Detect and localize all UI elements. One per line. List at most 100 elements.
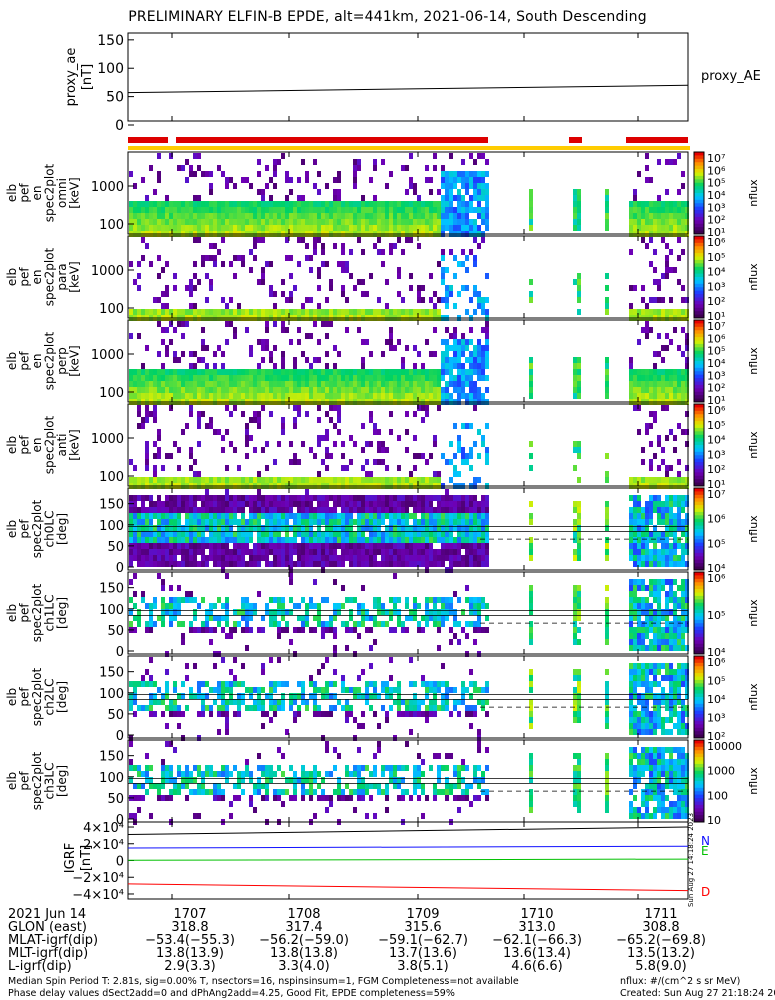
spectrogram-cell: [421, 201, 425, 207]
spectrogram-cell: [665, 465, 669, 471]
spectrogram-cell: [193, 369, 197, 375]
spectrogram-cell: [577, 453, 581, 459]
spectrogram-cell: [221, 477, 225, 483]
spectrogram-cell: [273, 549, 277, 555]
spectrogram-cell: [261, 369, 265, 375]
spectrogram-cell: [577, 477, 581, 483]
spectrogram-cell: [217, 375, 221, 381]
spectrogram-cell: [661, 357, 665, 363]
spectrogram-cell: [457, 549, 461, 555]
spectrogram-cell: [333, 375, 337, 381]
spectrogram-cell: [685, 345, 689, 351]
spectrogram-cell: [205, 555, 209, 561]
spectrogram-cell: [449, 507, 453, 513]
spectrogram-cell: [353, 627, 357, 633]
spectrogram-cell: [477, 171, 481, 177]
spectrogram-cell: [233, 273, 237, 279]
spectrogram-cell: [413, 213, 417, 219]
spectrogram-cell: [373, 195, 377, 201]
spectrogram-cell: [397, 549, 401, 555]
spectrogram-cell: [633, 549, 637, 555]
spectrogram-cell: [269, 411, 273, 417]
spectrogram-cell: [269, 495, 273, 501]
spectrogram-cell: [529, 387, 533, 393]
spectrogram-cell: [653, 297, 657, 303]
spectrogram-cell: [465, 585, 469, 591]
spectrogram-cell: [325, 333, 329, 339]
spectrogram-cell: [373, 537, 377, 543]
colorbar-swatch: [694, 256, 704, 261]
spectrogram-cell: [301, 501, 305, 507]
spectrogram-cell: [173, 543, 177, 549]
spectrogram-cell: [301, 237, 305, 243]
spectrogram-cell: [293, 387, 297, 393]
spectrogram-cell: [129, 609, 133, 615]
spectrogram-cell: [137, 207, 141, 213]
spectrogram-cell: [373, 513, 377, 519]
spectrogram-cell: [289, 579, 293, 585]
spectrogram-cell: [369, 213, 373, 219]
spectrogram-cell: [129, 537, 133, 543]
spectrogram-cell: [665, 393, 669, 399]
spectrogram-cell: [133, 525, 137, 531]
spectrogram-cell: [157, 435, 161, 441]
spectrogram-cell: [449, 561, 453, 567]
spectrogram-cell: [673, 645, 677, 651]
spectrogram-cell: [449, 195, 453, 201]
spectrogram-cell: [393, 531, 397, 537]
spectrogram-cell: [381, 213, 385, 219]
spectrogram-cell: [305, 621, 309, 627]
spectrogram-cell: [329, 621, 333, 627]
spectrogram-cell: [397, 699, 401, 705]
spectrogram-cell: [281, 387, 285, 393]
spectrogram-cell: [129, 621, 133, 627]
spectrogram-cell: [657, 285, 661, 291]
spectrogram-cell: [669, 249, 673, 255]
spectrogram-cell: [197, 687, 201, 693]
spectrogram-cell: [457, 501, 461, 507]
spectrogram-cell: [453, 327, 457, 333]
spectrogram-cell: [457, 387, 461, 393]
spectrogram-cell: [657, 549, 661, 555]
spectrogram-cell: [465, 213, 469, 219]
spectrogram-cell: [233, 495, 237, 501]
spectrogram-cell: [333, 555, 337, 561]
spectrogram-cell: [301, 525, 305, 531]
spectrogram-cell: [157, 273, 161, 279]
spectrogram-cell: [677, 423, 681, 429]
spectrogram-cell: [205, 345, 209, 351]
spectrogram-cell: [529, 369, 533, 375]
spectrogram-cell: [461, 381, 465, 387]
spectrogram-cell: [149, 507, 153, 513]
spectrogram-cell: [277, 603, 281, 609]
spectrogram-cell: [349, 495, 353, 501]
spectrogram-cell: [249, 219, 253, 225]
spectrogram-cell: [633, 387, 637, 393]
spectrogram-cell: [677, 615, 681, 621]
spectrogram-cell: [605, 219, 609, 225]
spectrogram-cell: [677, 255, 681, 261]
spectrogram-cell: [261, 309, 265, 315]
spectrogram-cell: [313, 225, 317, 231]
colorbar-swatch: [694, 475, 704, 480]
spectrogram-cell: [417, 525, 421, 531]
spectrogram-cell: [641, 543, 645, 549]
spectrogram-cell: [369, 387, 373, 393]
spectrogram-cell: [573, 387, 577, 393]
spectrogram-cell: [173, 375, 177, 381]
spectrogram-cell: [261, 477, 265, 483]
spectrogram-cell: [377, 693, 381, 699]
spectrogram-cell: [221, 447, 225, 453]
spectrogram-cell: [321, 261, 325, 267]
spectrogram-cell: [665, 597, 669, 603]
spectrogram-cell: [677, 561, 681, 567]
spectrogram-cell: [177, 597, 181, 603]
spectrogram-cell: [233, 549, 237, 555]
spectrogram-cell: [217, 513, 221, 519]
spectrogram-cell: [453, 705, 457, 711]
spectrogram-cell: [277, 159, 281, 165]
spectrogram-cell: [193, 513, 197, 519]
spectrogram-cell: [225, 375, 229, 381]
spectrogram-cell: [573, 225, 577, 231]
spectrogram-cell: [257, 237, 261, 243]
